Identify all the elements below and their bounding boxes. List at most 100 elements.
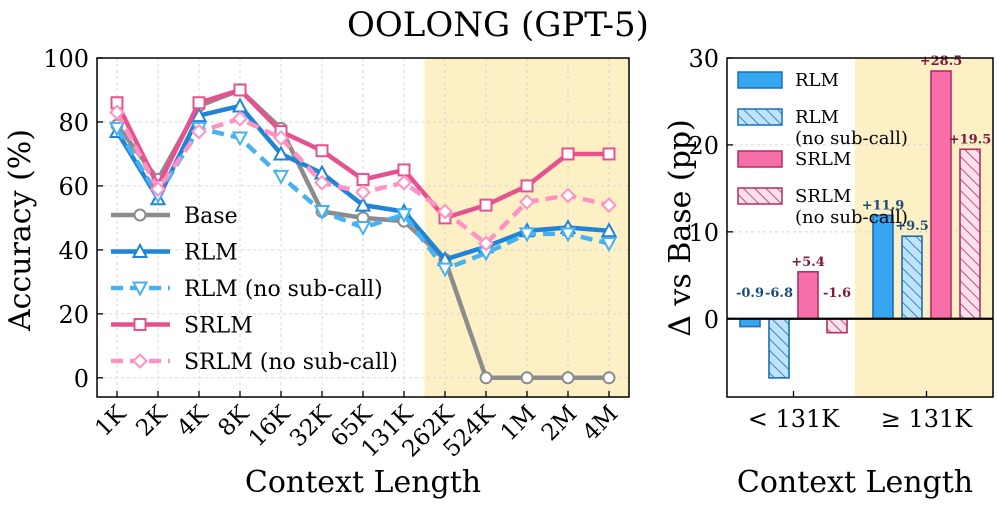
point-rlm-no-sub-call-65k [354,221,372,237]
legend-label: SRLM [184,314,253,339]
line-legend: Base RLM RLM (no sub-call) SRLM SRLM (no sub… [111,204,398,375]
delta-bar-chart: -0.9 +11.9 -6.8 +9.5 +5.4 +28.5 -1.6 +19.5 0 10 2… [663,45,994,500]
y-tick-label: 40 [58,237,89,265]
point-rlm-65k [354,196,372,212]
y-tick-label: 10 [688,219,719,247]
point-srlm-no-sub-call-32k [314,174,330,191]
point-srlm-1m [520,179,534,193]
x-tick-label-4m: 4M [578,401,623,446]
x-tick-label-1m: 1M [496,401,541,446]
bar-x-axis-label: Context Length [737,465,973,500]
point-srlm-131k [397,163,411,177]
point-srlm-2m [561,147,575,161]
legend-marker [131,281,149,297]
point-srlm-no-sub-call-1k [109,104,125,121]
legend-item-base: Base [111,204,238,229]
point-srlm-no-sub-call-524k [478,235,494,252]
x-tick-label-4k: 4K [172,400,213,441]
point-rlm-no-sub-call-32k [313,205,331,221]
y-tick-label: 0 [704,306,719,334]
point-rlm-no-sub-call-4m [600,236,618,253]
legend-label: RLM [184,241,238,266]
bar-value-label: -6.8 [765,286,793,301]
bar-rlm-no-sub-call-131k [768,317,790,379]
legend-swatch [737,187,783,205]
point-base-524k [479,371,493,385]
point-srlm-no-sub-call-131k [396,174,412,191]
legend-item-rlm: RLM [737,70,839,91]
bar-rlm-131k [872,214,894,320]
bar-rlm-no-sub-call-131k [901,235,923,320]
y-tick-label: 60 [58,173,89,201]
legend-item-srlm-no-sub-call: SRLM(no sub-call) [737,186,908,228]
point-srlm-no-sub-call-2m [560,187,576,204]
y-tick-label: 30 [688,45,719,73]
legend-swatch [737,108,783,126]
legend-item-rlm-no-sub-call: RLM(no sub-call) [737,107,908,149]
x-tick-label-131k: < 131K [748,405,841,433]
legend-item-rlm-no-sub-call: RLM (no sub-call) [111,277,383,302]
legend-label: RLM [795,107,839,128]
bar-value-label: +28.5 [920,54,963,69]
y-tick-label: 0 [74,365,89,393]
bar-srlm-no-sub-call-131k [959,148,981,320]
point-srlm-524k [479,198,493,212]
point-srlm-no-sub-call-65k [355,184,371,201]
bar-value-label: +11.9 [862,198,905,213]
point-base-2m [561,371,575,385]
point-srlm-65k [356,173,370,187]
point-srlm-no-sub-call-262k [437,203,453,220]
point-rlm-no-sub-call-1m [518,227,536,243]
bar-value-label: +5.4 [791,255,825,270]
bar-value-label: +9.5 [895,219,929,234]
point-srlm-no-sub-call-4m [601,197,617,214]
x-tick-label-2k: 2K [131,400,172,441]
x-tick-label-16k: 16K [244,400,296,452]
y-tick-label: 80 [58,109,89,137]
point-rlm-no-sub-call-262k [436,262,454,278]
figure-title: OOLONG (GPT-5) [347,5,649,45]
legend-label: (no sub-call) [795,128,908,149]
point-rlm-4m [600,222,618,238]
x-tick-label-2m: 2M [537,401,582,446]
bar-value-label: -0.9 [736,286,764,301]
y-tick-label: 100 [43,45,89,73]
point-base-1m [520,371,534,385]
series-srlm-no-sub-call [109,104,617,252]
x-tick-label-131k: ≥ 131K [881,405,974,433]
legend-item-srlm-no-sub-call: SRLM (no sub-call) [111,350,398,375]
legend-marker [132,353,148,369]
legend-label: RLM (no sub-call) [184,277,383,302]
bar-srlm-131k [797,271,819,320]
point-srlm-8k [233,83,247,97]
bar-y-axis-label: Δ vs Base (pp) [663,119,698,337]
point-rlm-no-sub-call-16k [272,169,290,185]
bar-rlm-131k [739,317,761,328]
legend-marker [133,208,147,222]
legend-marker [131,242,149,258]
point-srlm-no-sub-call-4k [191,123,207,140]
point-srlm-no-sub-call-2k [150,181,166,198]
point-srlm-no-sub-call-1m [519,194,535,210]
point-srlm-32k [315,144,329,158]
legend-swatch [737,71,783,89]
point-rlm-no-sub-call-131k [395,208,413,224]
legend-item-srlm: SRLM [111,314,253,339]
point-rlm-4k [190,106,208,123]
line-x-axis-label: Context Length [245,465,481,500]
bar-srlm-131k [930,70,952,320]
point-base-4m [602,371,616,385]
legend-label: RLM [795,70,839,91]
point-rlm-no-sub-call-1k [108,121,126,137]
legend-label: Base [184,204,238,229]
point-rlm-no-sub-call-2m [559,227,577,243]
legend-label: (no sub-call) [795,207,908,228]
point-rlm-16k [272,145,290,161]
legend-label: SRLM (no sub-call) [184,350,398,375]
y-tick-label: 20 [58,301,89,329]
legend-item-rlm: RLM [111,241,238,266]
point-srlm-4m [602,147,616,161]
